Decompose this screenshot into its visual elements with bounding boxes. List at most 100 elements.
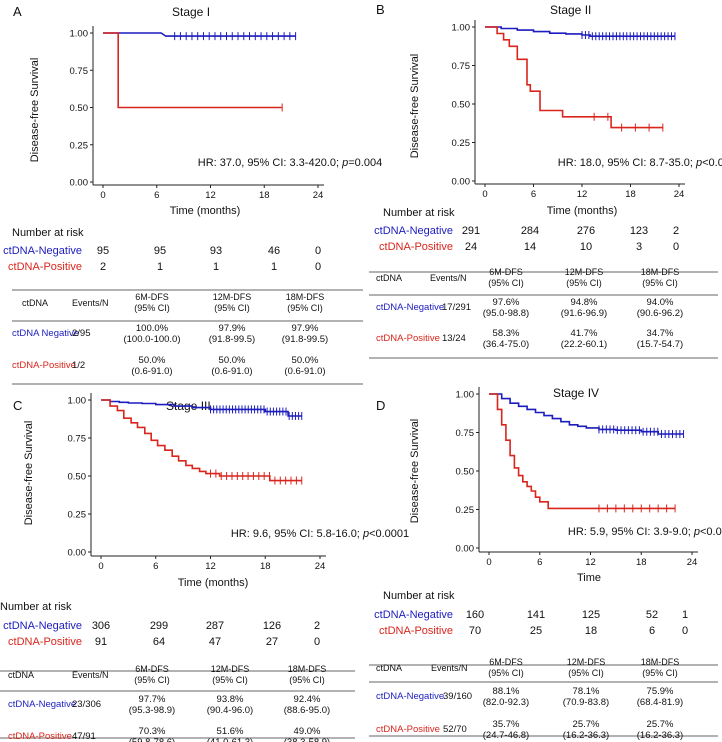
table-dfs-value: 92.4% [294, 694, 321, 705]
table-dfs-ci: (88.6-95.0) [284, 705, 330, 716]
risk-count: 47 [209, 636, 221, 648]
table-subheader: (95% CI) [134, 303, 170, 313]
survival-curve-positive [485, 26, 663, 129]
x-tick-label: 0 [98, 561, 103, 572]
y-tick-label: 0.00 [70, 178, 89, 189]
hr-annotation: HR: 5.9, 95% CI: 3.9-9.0; p<0.0001 [568, 526, 722, 538]
risk-count: 2 [673, 225, 679, 237]
x-axis-label: Time (months) [170, 205, 241, 217]
y-tick-label: 1.00 [68, 396, 87, 407]
risk-count: 160 [466, 609, 484, 621]
table-row-label: ctDNA-Positive [12, 360, 76, 371]
risk-count: 18 [585, 625, 597, 637]
panel-letter: D [376, 398, 385, 413]
x-axis-label: Time (months) [547, 205, 618, 217]
risk-count: 24 [465, 241, 477, 253]
risk-table-title: Number at risk [383, 207, 455, 219]
table-header: 18M-DFS [641, 267, 680, 277]
x-axis-label: Time [577, 572, 601, 584]
risk-count: 0 [315, 245, 321, 257]
table-dfs-value: 50.0% [139, 355, 166, 366]
survival-curve-positive [489, 393, 676, 510]
hr-text: HR: 9.6, 95% CI: 5.8-16.0; [231, 528, 363, 540]
table-events: 17/291 [442, 302, 471, 313]
x-tick-label: 6 [154, 190, 159, 201]
table-subheader: (95% CI) [488, 278, 524, 288]
risk-count: 1 [157, 261, 163, 273]
risk-count: 2 [100, 261, 106, 273]
table-dfs-value: 35.7% [493, 719, 520, 730]
table-dfs-ci: (0.6-91.0) [284, 366, 325, 377]
table-subheader: (95% CI) [566, 278, 602, 288]
risk-count: 299 [150, 620, 168, 632]
y-tick-label: 0.75 [456, 428, 475, 439]
table-header: 6M-DFS [135, 292, 169, 302]
risk-row-label: ctDNA-Positive [8, 636, 82, 648]
x-tick-label: 24 [674, 189, 685, 200]
x-tick-label: 24 [315, 561, 326, 572]
x-tick-label: 0 [486, 557, 491, 568]
table-dfs-ci: (91.6-96.9) [561, 308, 607, 319]
risk-count: 0 [682, 625, 688, 637]
risk-row-label: ctDNA-Negative [374, 609, 453, 621]
risk-count: 25 [530, 625, 542, 637]
table-events: 2/95 [72, 328, 91, 339]
risk-count: 46 [268, 245, 280, 257]
table-header: 18M-DFS [641, 657, 680, 667]
risk-count: 141 [527, 609, 545, 621]
risk-row-label: ctDNA-Negative [374, 225, 453, 237]
table-header: ctDNA [8, 670, 34, 680]
risk-count: 52 [646, 609, 658, 621]
table-dfs-value: 25.7% [573, 719, 600, 730]
x-tick-label: 18 [625, 189, 636, 200]
risk-table-title: Number at risk [12, 227, 84, 239]
y-tick-label: 0.50 [68, 472, 87, 483]
table-dfs-ci: (22.2-60.1) [561, 339, 607, 350]
risk-count: 291 [462, 225, 480, 237]
table-events: 13/24 [442, 333, 466, 344]
table-subheader: (95% CI) [212, 675, 248, 685]
table-header: ctDNA [376, 273, 402, 283]
survival-curve-negative [489, 393, 684, 435]
risk-count: 64 [153, 636, 165, 648]
table-dfs-value: 94.8% [571, 297, 598, 308]
x-tick-label: 6 [531, 189, 536, 200]
risk-count: 123 [630, 225, 648, 237]
y-tick-label: 1.00 [452, 23, 471, 34]
p-symbol: p [341, 157, 348, 169]
table-dfs-ci: (16.2-36.3) [563, 730, 609, 741]
table-row-label: ctDNA-Negative [376, 691, 444, 702]
table-dfs-value: 97.9% [219, 323, 246, 334]
risk-count: 1 [213, 261, 219, 273]
table-dfs-value: 50.0% [219, 355, 246, 366]
table-dfs-value: 93.8% [217, 694, 244, 705]
table-dfs-ci: (68.4-81.9) [637, 697, 683, 708]
table-dfs-value: 51.6% [217, 726, 244, 737]
survival-curve-negative [101, 399, 302, 417]
panel-b: B Stage II 0.00 0.25 0.50 0.75 1.00 0 6 12 18 24 Tim… [369, 2, 722, 359]
table-header: Events/N [72, 670, 109, 680]
survival-curve-negative [103, 32, 296, 37]
panel-letter: C [13, 398, 22, 413]
y-tick-label: 0.25 [456, 505, 475, 516]
y-tick-label: 0.00 [452, 177, 471, 188]
risk-count: 1 [271, 261, 277, 273]
table-subheader: (95% CI) [134, 675, 170, 685]
table-header: 6M-DFS [489, 267, 523, 277]
table-subheader: (95% CI) [488, 668, 524, 678]
x-tick-label: 12 [205, 561, 216, 572]
y-tick-label: 0.75 [70, 66, 89, 77]
x-tick-label: 24 [313, 190, 324, 201]
table-row-label: ctDNA-Positive [376, 724, 440, 735]
table-header: Events/N [430, 273, 467, 283]
table-header: 18M-DFS [286, 292, 325, 302]
risk-count: 276 [577, 225, 595, 237]
p-value: <0.0001 [369, 528, 409, 540]
x-tick-label: 18 [260, 561, 271, 572]
x-tick-label: 6 [153, 561, 158, 572]
x-tick-label: 18 [636, 557, 647, 568]
risk-count: 3 [636, 241, 642, 253]
risk-count: 287 [206, 620, 224, 632]
risk-count: 284 [521, 225, 539, 237]
y-tick-label: 0.50 [452, 100, 471, 111]
